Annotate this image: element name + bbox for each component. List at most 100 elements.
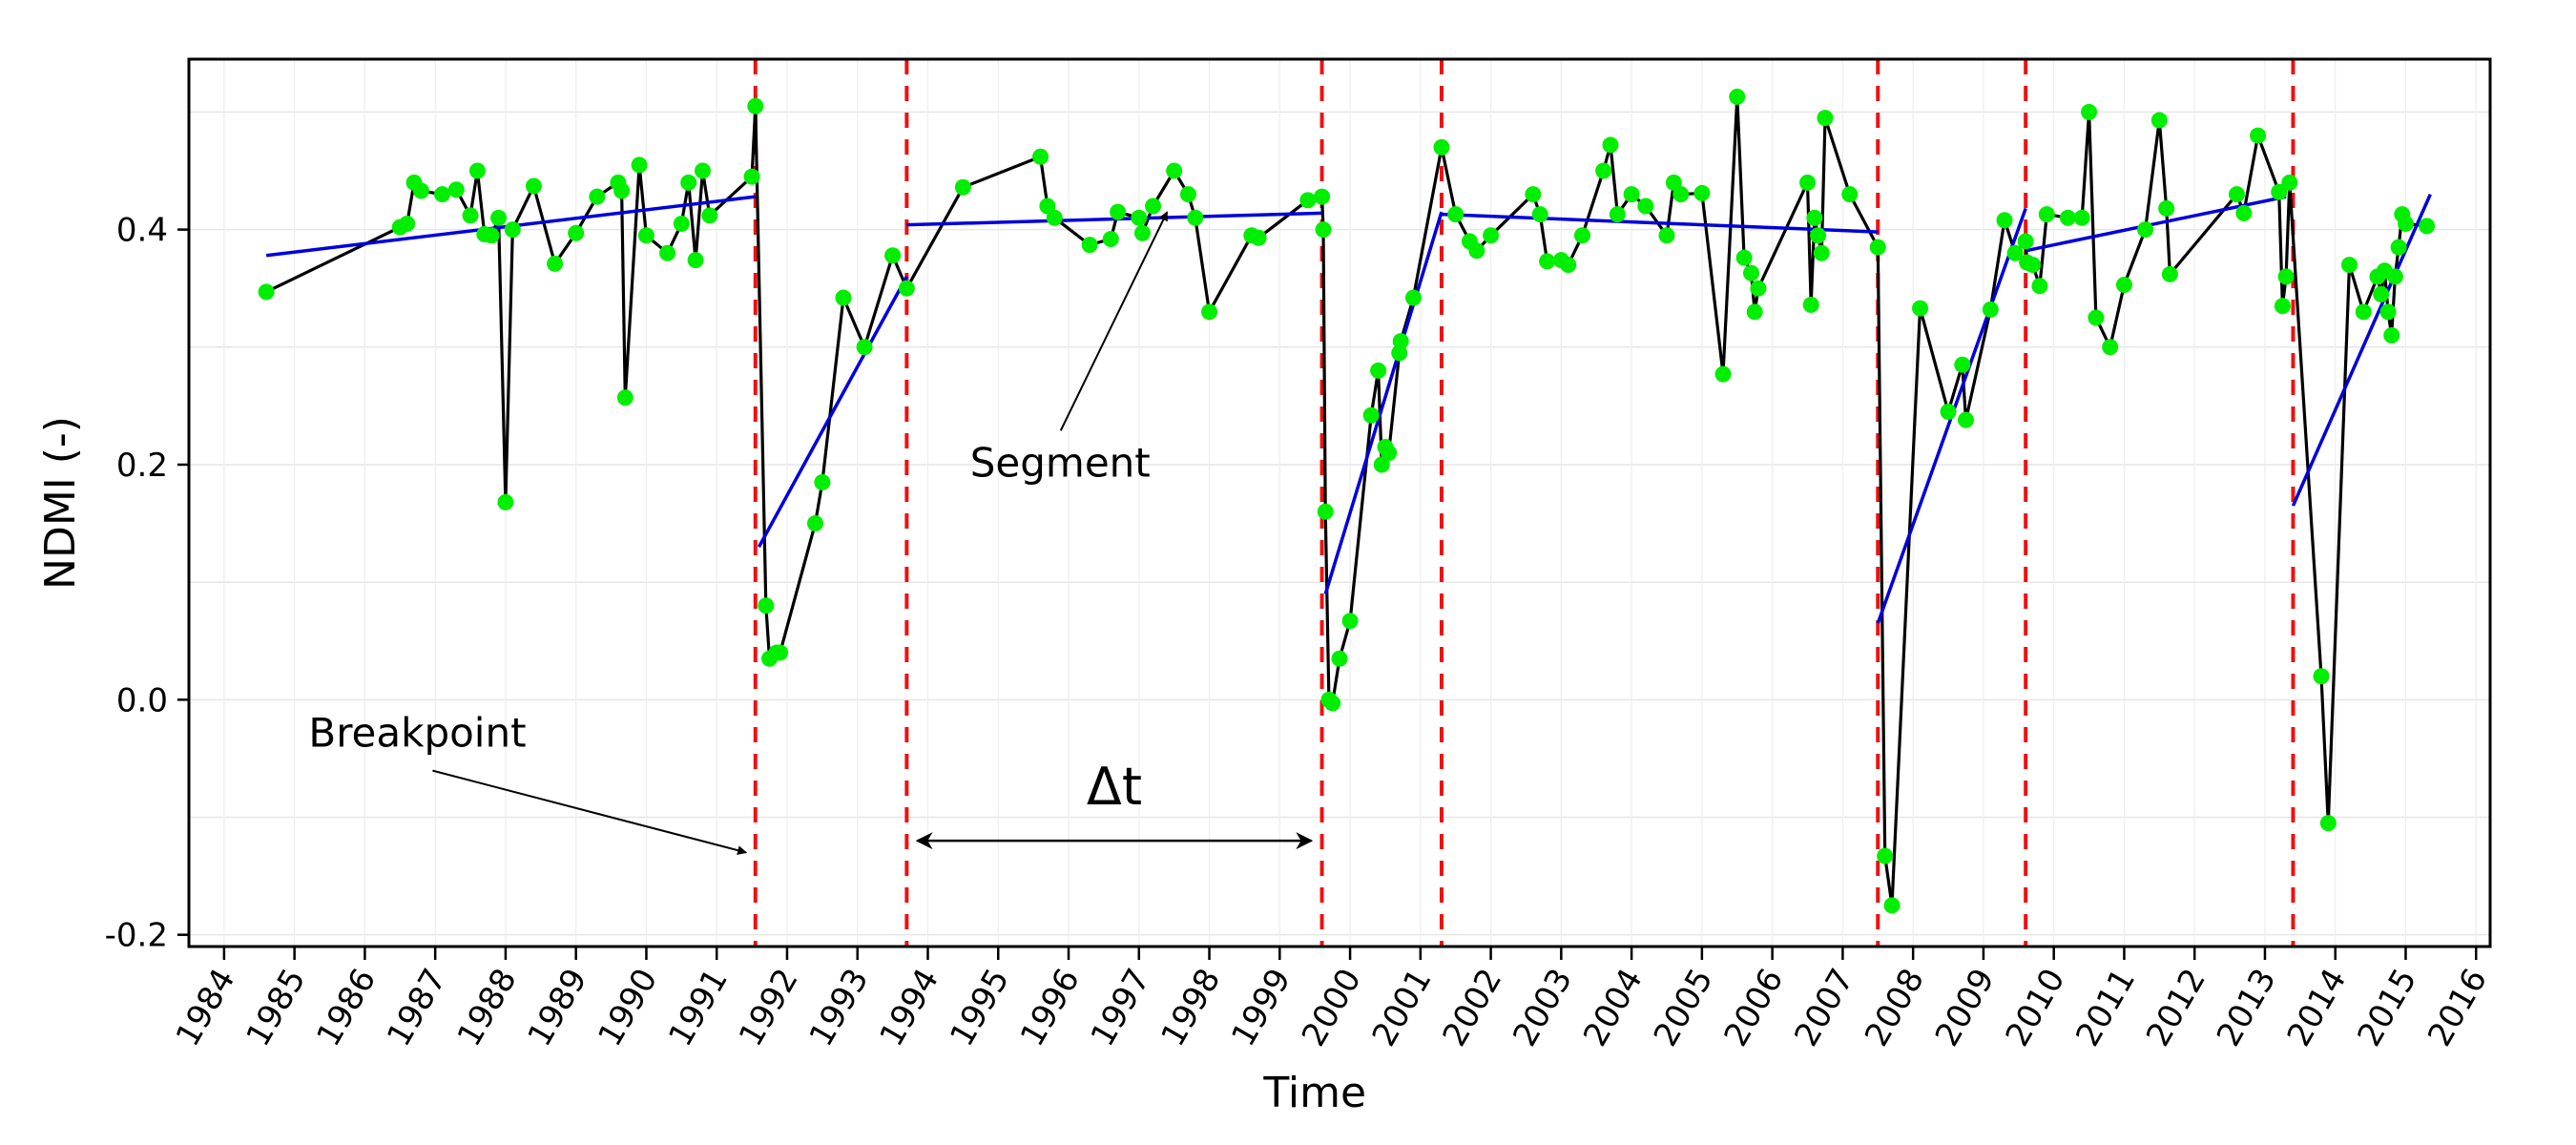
data-point xyxy=(1531,206,1548,223)
segment-annotation-label: Segment xyxy=(970,439,1151,486)
data-point xyxy=(547,255,564,272)
data-point xyxy=(1940,404,1957,421)
data-point xyxy=(954,178,971,196)
data-point xyxy=(1665,174,1682,191)
data-point xyxy=(743,168,760,185)
data-point xyxy=(1602,136,1619,154)
data-point xyxy=(1483,227,1500,244)
data-point xyxy=(1623,186,1640,203)
data-point xyxy=(2031,278,2048,295)
data-point xyxy=(2383,326,2400,344)
y-tick-label: 0.0 xyxy=(116,681,168,719)
data-point xyxy=(1817,110,1834,127)
x-tick-label: 2016 xyxy=(2420,963,2495,1053)
data-point xyxy=(1735,249,1753,266)
data-point xyxy=(2379,303,2397,321)
data-point xyxy=(1102,230,1119,247)
data-point xyxy=(835,289,852,306)
data-point xyxy=(1404,289,1422,306)
data-point xyxy=(504,221,521,239)
data-point xyxy=(1433,138,1450,156)
data-point xyxy=(1954,356,1971,373)
data-point xyxy=(1693,184,1711,201)
data-point xyxy=(1841,186,1859,203)
data-point xyxy=(1883,897,1901,914)
fitted-segment-line xyxy=(1323,211,1444,594)
data-point xyxy=(1982,301,1999,318)
data-point xyxy=(462,207,479,224)
data-point xyxy=(2059,209,2076,226)
data-point xyxy=(747,97,764,114)
data-point xyxy=(1392,333,1409,350)
data-point xyxy=(2017,233,2034,250)
x-tick-label: 2015 xyxy=(2350,963,2424,1053)
data-point xyxy=(1806,209,1823,226)
delta-t-annotation-label: Δt xyxy=(1087,757,1142,817)
data-point xyxy=(412,182,429,199)
data-point xyxy=(1032,148,1049,165)
y-axis-title: NDMI (-) xyxy=(36,416,85,590)
x-tick-label: 1989 xyxy=(521,963,595,1053)
data-point xyxy=(2340,257,2358,274)
y-axis: -0.2 0.0 0.2 0.4 xyxy=(105,212,189,955)
data-point xyxy=(1133,224,1151,241)
x-tick-label: 2007 xyxy=(1787,963,1861,1053)
data-point xyxy=(1799,174,1817,191)
data-point xyxy=(2081,103,2098,120)
data-point xyxy=(1658,227,1675,244)
x-tick-label: 2002 xyxy=(1435,963,1509,1053)
data-point xyxy=(1373,456,1390,473)
data-point xyxy=(2271,183,2288,200)
x-tick-label: 2001 xyxy=(1365,963,1440,1053)
segment-arrow xyxy=(1059,211,1169,431)
y-tick-label: 0.4 xyxy=(116,212,168,250)
data-point xyxy=(1560,257,1577,274)
data-point xyxy=(2355,303,2372,321)
data-point xyxy=(1250,229,1267,246)
data-point xyxy=(2137,221,2154,239)
y-tick-label: -0.2 xyxy=(105,917,168,955)
data-point xyxy=(701,207,718,224)
data-point xyxy=(2158,199,2175,217)
breakpoint-arrow xyxy=(432,769,748,856)
fitted-segment-line xyxy=(1441,212,1879,234)
x-tick-label: 2010 xyxy=(1999,963,2073,1053)
data-point xyxy=(1081,237,1098,254)
data-point xyxy=(2102,339,2119,356)
data-point xyxy=(673,215,690,232)
data-point xyxy=(631,156,648,174)
data-point xyxy=(468,162,486,179)
data-point xyxy=(2281,174,2298,191)
data-point xyxy=(1525,186,1542,203)
data-point xyxy=(1331,650,1348,667)
data-point xyxy=(525,177,542,195)
data-point xyxy=(2386,268,2403,285)
data-point xyxy=(687,252,704,269)
data-point xyxy=(814,473,831,490)
x-axis: 1984198519861987198819891990199119921993… xyxy=(169,947,2495,1052)
x-tick-label: 1996 xyxy=(1013,963,1088,1053)
x-tick-label: 2009 xyxy=(1928,963,2003,1053)
data-point xyxy=(659,244,676,261)
data-point xyxy=(1299,192,1317,209)
data-point xyxy=(434,186,451,203)
data-point xyxy=(680,174,697,191)
data-point xyxy=(1912,300,1929,317)
data-point xyxy=(2390,239,2407,256)
x-tick-label: 2011 xyxy=(2068,963,2143,1053)
data-point xyxy=(1131,209,1148,226)
x-tick-label: 2005 xyxy=(1647,963,1721,1053)
data-point xyxy=(2150,112,2168,129)
x-tick-label: 1985 xyxy=(239,963,314,1053)
data-point xyxy=(1539,253,1556,270)
data-point xyxy=(1714,365,1732,383)
plot-frame xyxy=(187,57,2492,948)
data-point xyxy=(1341,613,1359,630)
data-point xyxy=(2313,668,2330,685)
data-point xyxy=(898,280,915,297)
data-point xyxy=(1145,198,1162,215)
x-tick-label: 2000 xyxy=(1295,963,1369,1053)
data-point xyxy=(2006,244,2024,261)
data-point xyxy=(1468,242,1485,260)
